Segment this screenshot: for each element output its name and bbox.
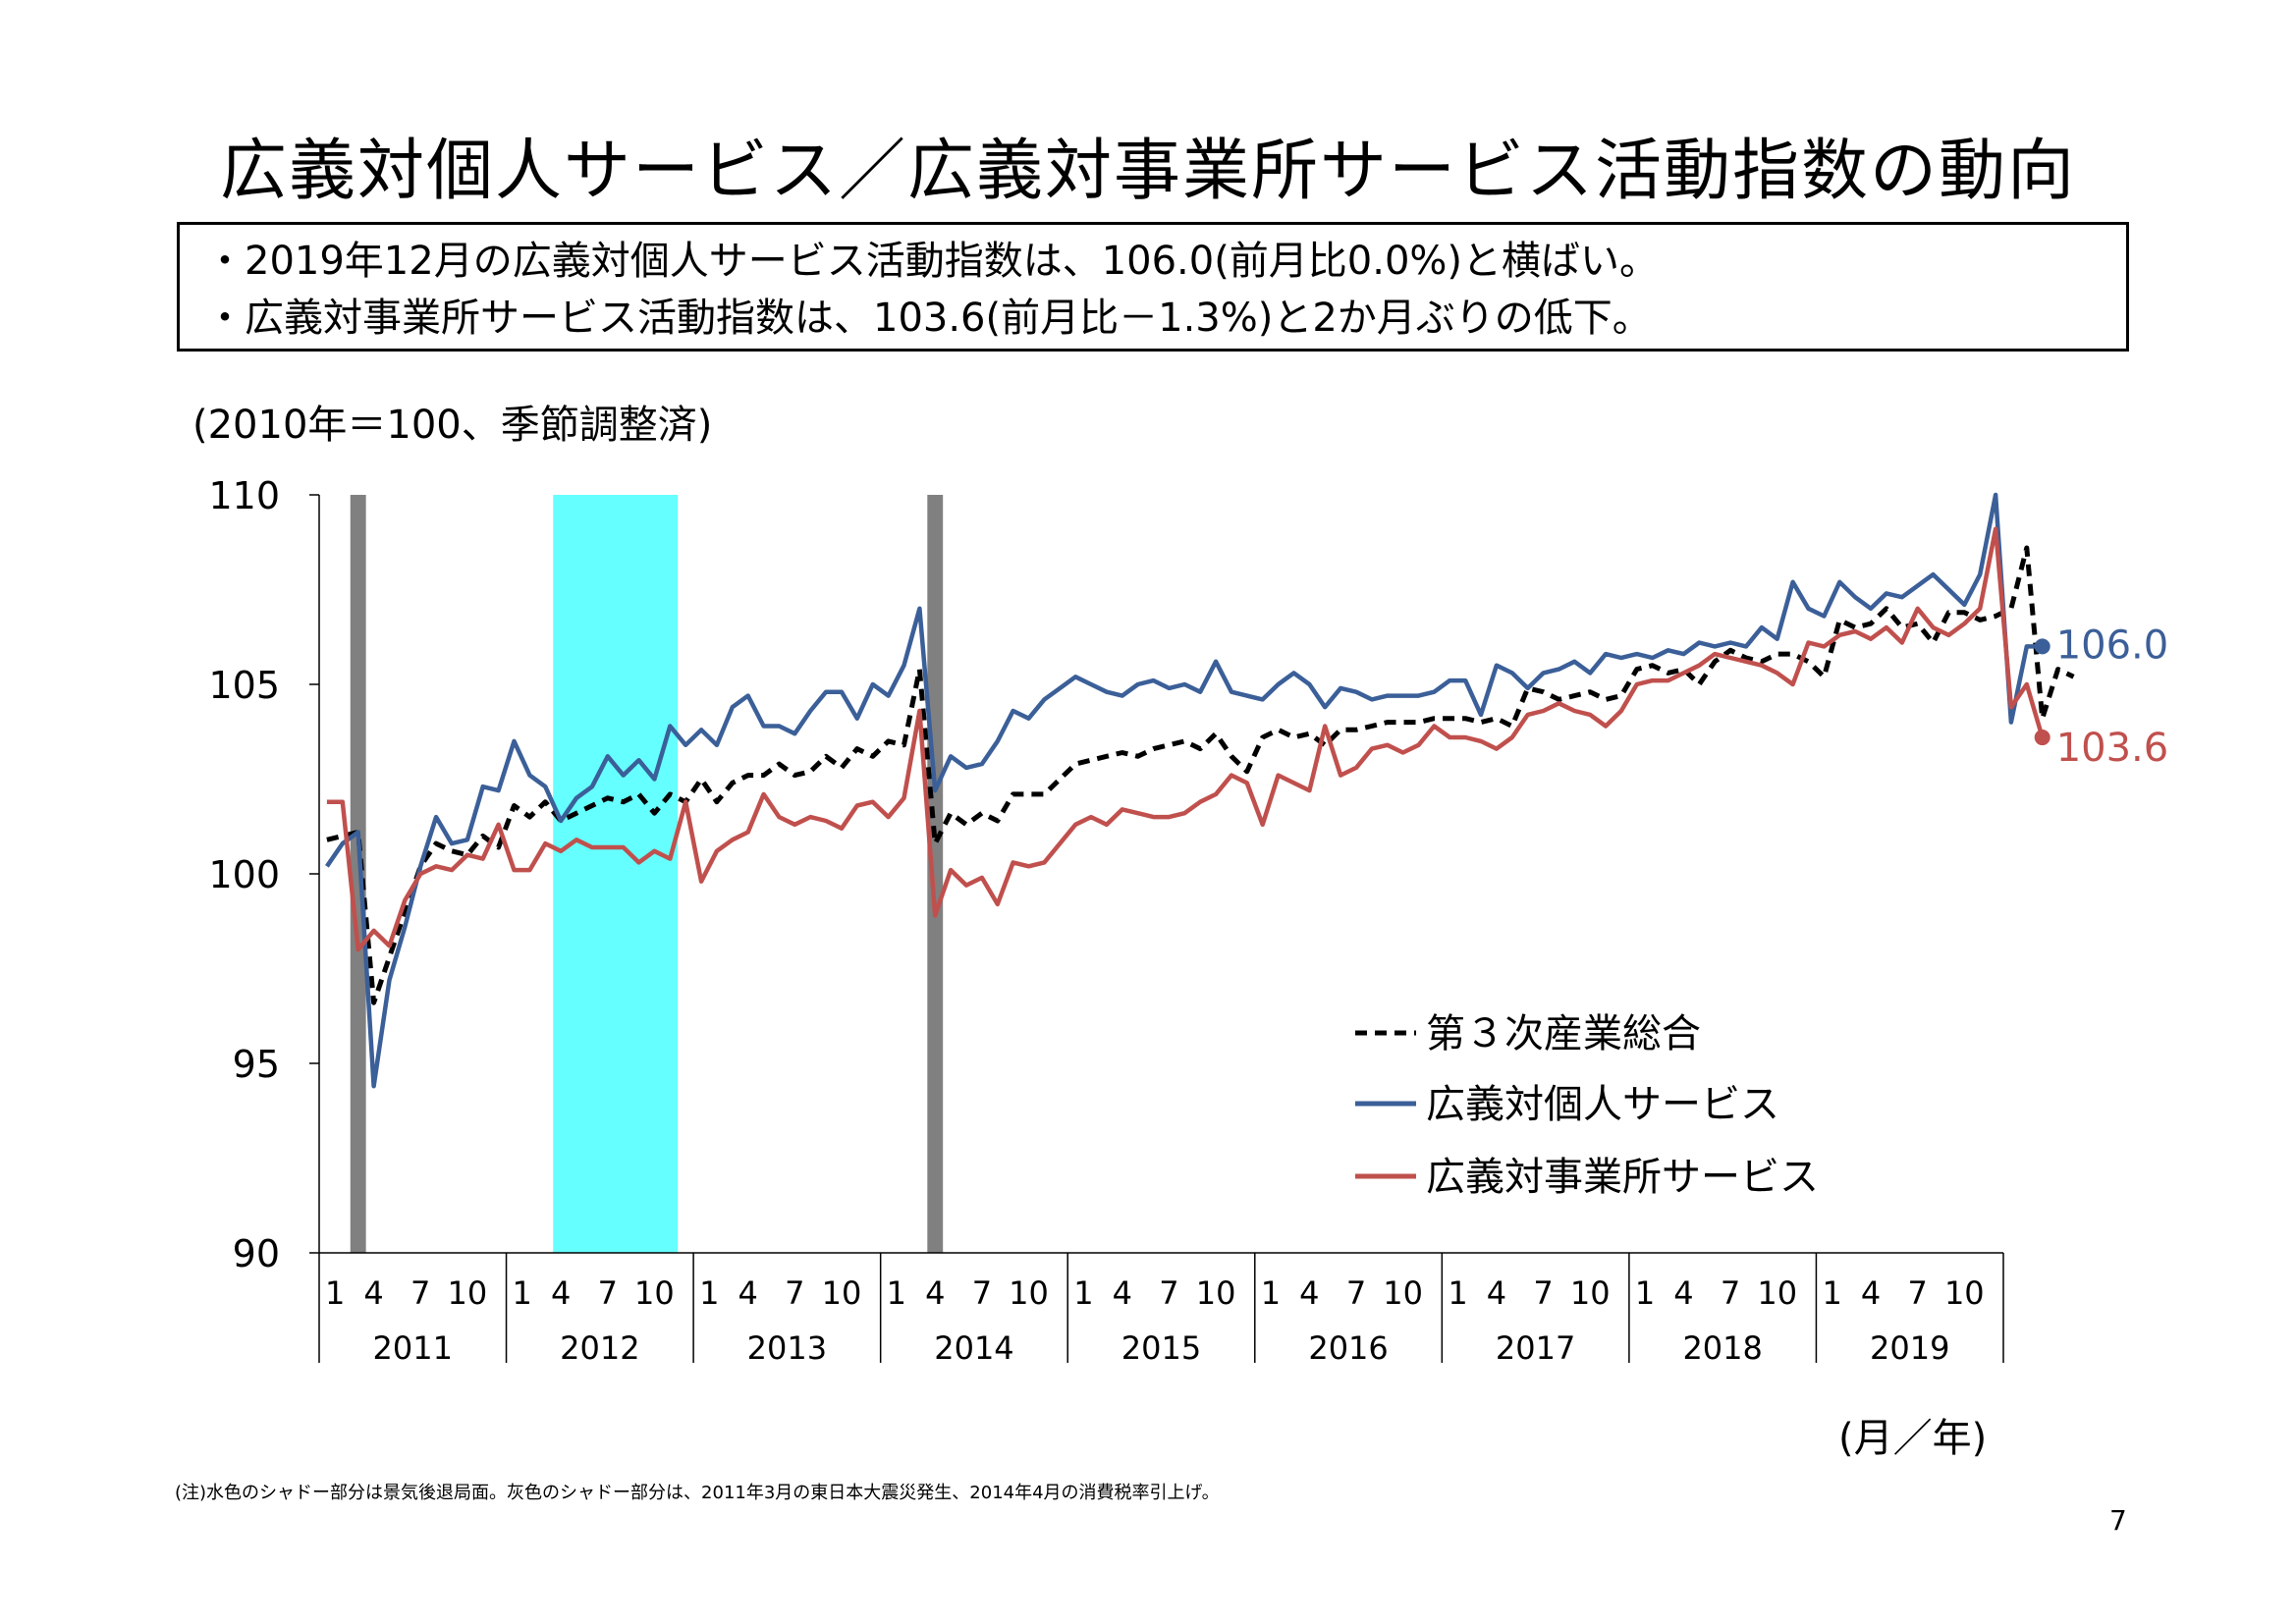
shade-tax-hike [927, 495, 944, 1253]
year-label: 2019 [1870, 1329, 1949, 1367]
y-tick-label: 95 [233, 1043, 280, 1086]
month-tick-label: 7 [598, 1274, 618, 1312]
series-line-0 [326, 545, 2075, 1005]
month-tick-label: 10 [1757, 1274, 1797, 1312]
y-tick-label: 100 [208, 853, 280, 896]
month-tick-label: 1 [1448, 1274, 1467, 1312]
month-tick-label: 1 [1073, 1274, 1093, 1312]
year-label: 2014 [934, 1329, 1013, 1367]
summary-box: ・2019年12月の広義対個人サービス活動指数は、106.0(前月比0.0%)と… [177, 222, 2129, 352]
month-tick-label: 7 [1721, 1274, 1740, 1312]
legend-label: 広義対事業所サービス [1426, 1155, 1819, 1200]
year-label: 2017 [1496, 1329, 1575, 1367]
month-tick-label: 10 [1196, 1274, 1236, 1312]
month-tick-label: 10 [1570, 1274, 1611, 1312]
footnote: (注)水色のシャドー部分は景気後退局面。灰色のシャドー部分は、2011年3月の東… [175, 1483, 1220, 1503]
year-label: 2013 [747, 1329, 827, 1367]
month-tick-label: 7 [410, 1274, 430, 1312]
end-marker [2034, 730, 2050, 746]
month-tick-label: 10 [822, 1274, 862, 1312]
month-tick-label: 7 [1159, 1274, 1178, 1312]
month-tick-label: 4 [1487, 1274, 1506, 1312]
summary-line-business: ・広義対事業所サービス活動指数は、103.6(前月比－1.3%)と2か月ぶりの低… [205, 296, 1652, 341]
month-tick-label: 1 [1635, 1274, 1655, 1312]
month-tick-label: 7 [1907, 1274, 1927, 1312]
legend-label: 広義対個人サービス [1426, 1082, 1779, 1127]
month-tick-label: 7 [1533, 1274, 1553, 1312]
series-line-1 [325, 492, 2043, 1089]
shade-disaster [350, 495, 366, 1253]
month-tick-label: 4 [1113, 1274, 1132, 1312]
year-label: 2011 [373, 1329, 453, 1367]
month-tick-label: 7 [1346, 1274, 1366, 1312]
month-tick-label: 10 [1944, 1274, 1985, 1312]
legend-label: 第３次産業総合 [1426, 1011, 1701, 1056]
page-number: 7 [2109, 1504, 2127, 1537]
year-label: 2012 [560, 1329, 639, 1367]
y-tick-label: 90 [233, 1232, 280, 1275]
month-tick-label: 10 [1383, 1274, 1423, 1312]
month-tick-label: 1 [699, 1274, 719, 1312]
y-tick-label: 105 [208, 664, 280, 707]
month-tick-label: 10 [1009, 1274, 1049, 1312]
end-value-label: 106.0 [2056, 623, 2169, 668]
year-label: 2018 [1682, 1329, 1762, 1367]
month-tick-label: 4 [551, 1274, 571, 1312]
summary-line-personal: ・2019年12月の広義対個人サービス活動指数は、106.0(前月比0.0%)と… [205, 239, 1660, 284]
y-tick-label: 110 [208, 474, 280, 517]
month-tick-label: 1 [513, 1274, 532, 1312]
year-label: 2015 [1121, 1329, 1201, 1367]
month-tick-label: 4 [738, 1274, 758, 1312]
month-tick-label: 4 [925, 1274, 945, 1312]
end-marker [2034, 638, 2050, 655]
month-tick-label: 7 [972, 1274, 992, 1312]
shade-recession [553, 495, 679, 1253]
end-value-label: 103.6 [2056, 726, 2169, 771]
month-tick-label: 4 [1861, 1274, 1881, 1312]
month-tick-label: 1 [1822, 1274, 1841, 1312]
month-tick-label: 1 [887, 1274, 906, 1312]
month-tick-label: 1 [1261, 1274, 1281, 1312]
month-tick-label: 4 [363, 1274, 383, 1312]
page-title: 広義対個人サービス／広義対事業所サービス活動指数の動向 [219, 133, 2076, 210]
series-line-2 [326, 526, 2045, 952]
x-axis-unit: (月／年) [1838, 1416, 1988, 1461]
month-tick-label: 4 [1299, 1274, 1319, 1312]
month-tick-label: 1 [325, 1274, 345, 1312]
year-label: 2016 [1308, 1329, 1388, 1367]
month-tick-label: 4 [1673, 1274, 1693, 1312]
index-unit-note: (2010年＝100、季節調整済) [192, 403, 713, 448]
month-tick-label: 10 [634, 1274, 675, 1312]
month-tick-label: 10 [447, 1274, 487, 1312]
month-tick-label: 7 [785, 1274, 804, 1312]
